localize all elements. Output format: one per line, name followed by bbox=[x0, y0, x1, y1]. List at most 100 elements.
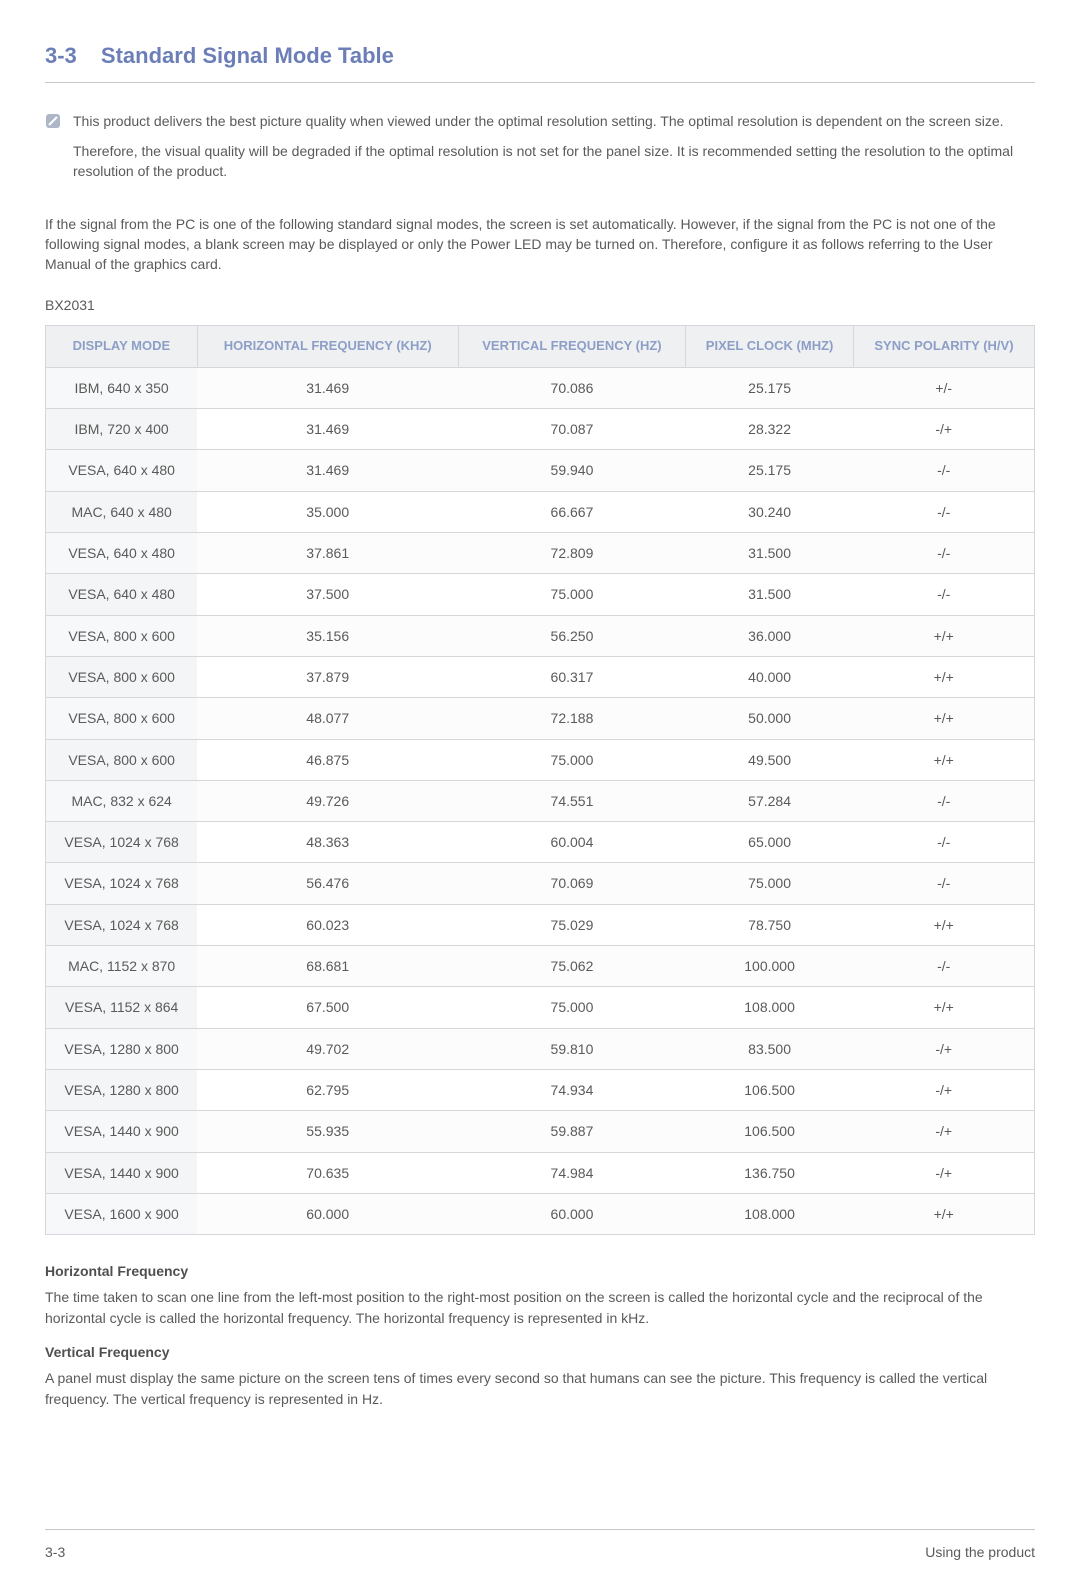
table-cell: VESA, 800 x 600 bbox=[46, 698, 198, 739]
note-text: This product delivers the best picture q… bbox=[73, 111, 1035, 192]
table-cell: 65.000 bbox=[686, 822, 854, 863]
definitions-block: Horizontal Frequency The time taken to s… bbox=[45, 1261, 1035, 1409]
table-cell: 68.681 bbox=[197, 946, 458, 987]
table-cell: 108.000 bbox=[686, 1193, 854, 1234]
table-cell: 83.500 bbox=[686, 1028, 854, 1069]
table-row: MAC, 1152 x 87068.68175.062100.000-/- bbox=[46, 946, 1035, 987]
table-cell: +/+ bbox=[853, 904, 1034, 945]
table-row: VESA, 1440 x 90070.63574.984136.750-/+ bbox=[46, 1152, 1035, 1193]
table-cell: 25.175 bbox=[686, 367, 854, 408]
col-display-mode: DISPLAY MODE bbox=[46, 325, 198, 367]
table-row: MAC, 640 x 48035.00066.66730.240-/- bbox=[46, 491, 1035, 532]
table-row: VESA, 1024 x 76848.36360.00465.000-/- bbox=[46, 822, 1035, 863]
table-cell: 49.702 bbox=[197, 1028, 458, 1069]
section-title: Standard Signal Mode Table bbox=[101, 43, 394, 68]
table-cell: 56.250 bbox=[458, 615, 686, 656]
table-row: VESA, 1600 x 90060.00060.000108.000+/+ bbox=[46, 1193, 1035, 1234]
table-cell: 31.469 bbox=[197, 367, 458, 408]
table-cell: 75.000 bbox=[458, 987, 686, 1028]
table-cell: 60.023 bbox=[197, 904, 458, 945]
table-cell: +/+ bbox=[853, 698, 1034, 739]
footer-left: 3-3 bbox=[45, 1542, 65, 1562]
table-cell: -/+ bbox=[853, 1069, 1034, 1110]
table-row: VESA, 1280 x 80049.70259.81083.500-/+ bbox=[46, 1028, 1035, 1069]
table-cell: 56.476 bbox=[197, 863, 458, 904]
table-cell: -/- bbox=[853, 450, 1034, 491]
table-cell: -/- bbox=[853, 946, 1034, 987]
table-cell: -/+ bbox=[853, 1111, 1034, 1152]
table-cell: MAC, 1152 x 870 bbox=[46, 946, 198, 987]
col-h-freq: HORIZONTAL FREQUENCY (KHZ) bbox=[197, 325, 458, 367]
table-row: VESA, 1024 x 76856.47670.06975.000-/- bbox=[46, 863, 1035, 904]
vf-title: Vertical Frequency bbox=[45, 1342, 1035, 1362]
table-cell: 49.500 bbox=[686, 739, 854, 780]
table-cell: 31.469 bbox=[197, 450, 458, 491]
table-cell: 60.317 bbox=[458, 656, 686, 697]
table-cell: VESA, 800 x 600 bbox=[46, 615, 198, 656]
intro-paragraph: If the signal from the PC is one of the … bbox=[45, 214, 1035, 275]
table-cell: +/+ bbox=[853, 987, 1034, 1028]
table-cell: 59.887 bbox=[458, 1111, 686, 1152]
note-paragraph-2: Therefore, the visual quality will be de… bbox=[73, 141, 1035, 182]
table-cell: 60.000 bbox=[197, 1193, 458, 1234]
table-cell: IBM, 640 x 350 bbox=[46, 367, 198, 408]
table-row: VESA, 640 x 48037.86172.80931.500-/- bbox=[46, 533, 1035, 574]
table-cell: 59.810 bbox=[458, 1028, 686, 1069]
table-cell: +/+ bbox=[853, 615, 1034, 656]
table-cell: 66.667 bbox=[458, 491, 686, 532]
table-cell: 70.086 bbox=[458, 367, 686, 408]
table-cell: 60.004 bbox=[458, 822, 686, 863]
table-cell: 70.069 bbox=[458, 863, 686, 904]
table-cell: 67.500 bbox=[197, 987, 458, 1028]
table-cell: 78.750 bbox=[686, 904, 854, 945]
table-cell: MAC, 832 x 624 bbox=[46, 780, 198, 821]
table-cell: 50.000 bbox=[686, 698, 854, 739]
signal-mode-table: DISPLAY MODE HORIZONTAL FREQUENCY (KHZ) … bbox=[45, 325, 1035, 1235]
table-cell: 36.000 bbox=[686, 615, 854, 656]
table-cell: IBM, 720 x 400 bbox=[46, 409, 198, 450]
table-cell: 28.322 bbox=[686, 409, 854, 450]
table-cell: 37.879 bbox=[197, 656, 458, 697]
table-cell: 72.809 bbox=[458, 533, 686, 574]
hf-title: Horizontal Frequency bbox=[45, 1261, 1035, 1281]
info-icon bbox=[45, 113, 61, 129]
table-cell: 37.861 bbox=[197, 533, 458, 574]
table-cell: 108.000 bbox=[686, 987, 854, 1028]
table-row: MAC, 832 x 62449.72674.55157.284-/- bbox=[46, 780, 1035, 821]
table-row: VESA, 800 x 60046.87575.00049.500+/+ bbox=[46, 739, 1035, 780]
note-item: This product delivers the best picture q… bbox=[45, 111, 1035, 192]
table-cell: MAC, 640 x 480 bbox=[46, 491, 198, 532]
table-cell: -/+ bbox=[853, 1028, 1034, 1069]
table-cell: -/- bbox=[853, 574, 1034, 615]
vf-text: A panel must display the same picture on… bbox=[45, 1368, 1035, 1409]
table-cell: 74.551 bbox=[458, 780, 686, 821]
table-cell: +/+ bbox=[853, 656, 1034, 697]
table-row: VESA, 800 x 60048.07772.18850.000+/+ bbox=[46, 698, 1035, 739]
table-row: IBM, 720 x 40031.46970.08728.322-/+ bbox=[46, 409, 1035, 450]
table-cell: 75.062 bbox=[458, 946, 686, 987]
page-footer: 3-3 Using the product bbox=[45, 1529, 1035, 1562]
table-cell: VESA, 640 x 480 bbox=[46, 533, 198, 574]
table-row: VESA, 640 x 48031.46959.94025.175-/- bbox=[46, 450, 1035, 491]
table-cell: 49.726 bbox=[197, 780, 458, 821]
table-row: VESA, 800 x 60037.87960.31740.000+/+ bbox=[46, 656, 1035, 697]
table-row: VESA, 800 x 60035.15656.25036.000+/+ bbox=[46, 615, 1035, 656]
table-row: VESA, 1440 x 90055.93559.887106.500-/+ bbox=[46, 1111, 1035, 1152]
table-cell: 48.077 bbox=[197, 698, 458, 739]
table-cell: 31.500 bbox=[686, 533, 854, 574]
table-cell: +/+ bbox=[853, 1193, 1034, 1234]
table-cell: -/+ bbox=[853, 409, 1034, 450]
col-sync-polarity: SYNC POLARITY (H/V) bbox=[853, 325, 1034, 367]
hf-text: The time taken to scan one line from the… bbox=[45, 1287, 1035, 1328]
table-cell: VESA, 1152 x 864 bbox=[46, 987, 198, 1028]
table-row: VESA, 1280 x 80062.79574.934106.500-/+ bbox=[46, 1069, 1035, 1110]
table-cell: 59.940 bbox=[458, 450, 686, 491]
table-cell: 31.469 bbox=[197, 409, 458, 450]
table-header-row: DISPLAY MODE HORIZONTAL FREQUENCY (KHZ) … bbox=[46, 325, 1035, 367]
table-cell: 46.875 bbox=[197, 739, 458, 780]
table-cell: 31.500 bbox=[686, 574, 854, 615]
section-header: 3-3 Standard Signal Mode Table bbox=[45, 40, 1035, 83]
note-paragraph-1: This product delivers the best picture q… bbox=[73, 111, 1035, 131]
table-cell: 75.000 bbox=[458, 739, 686, 780]
table-cell: VESA, 1280 x 800 bbox=[46, 1028, 198, 1069]
